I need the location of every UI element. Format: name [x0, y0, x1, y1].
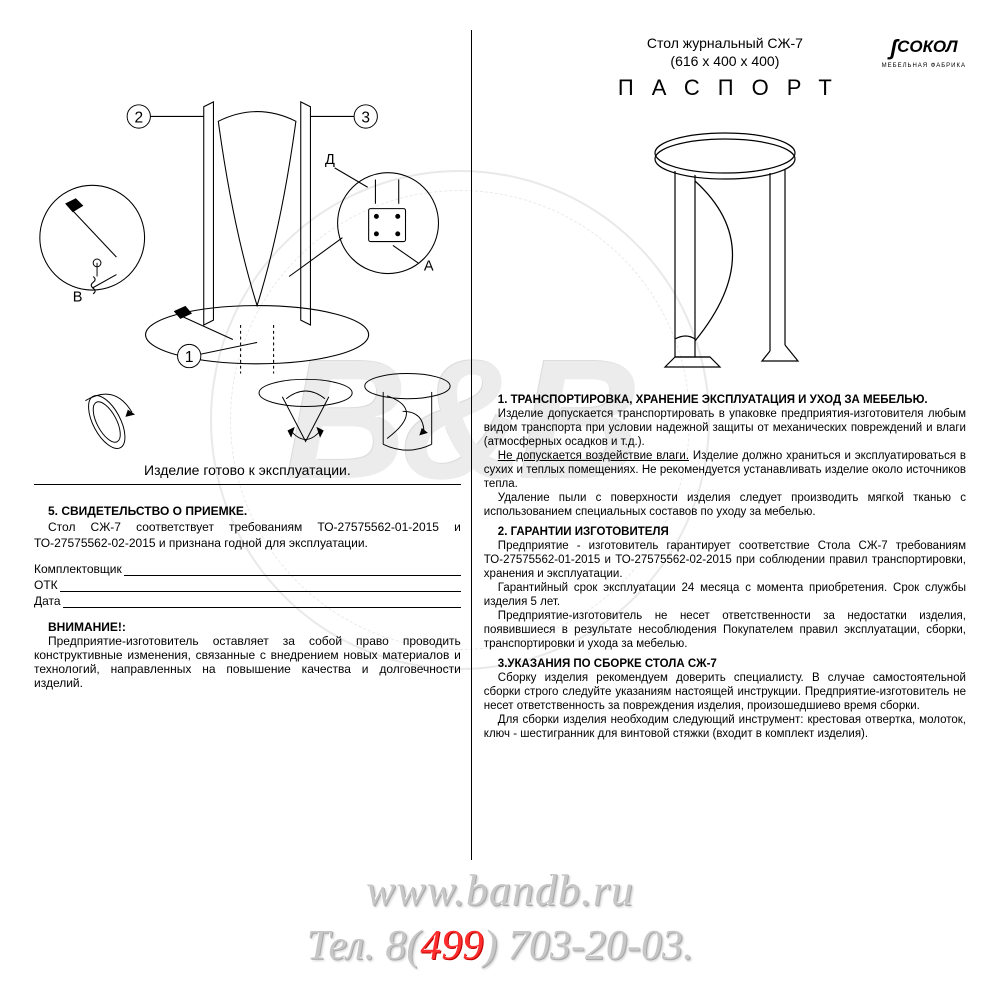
acceptance-heading: 5. СВИДЕТЕЛЬСТВО О ПРИЕМКЕ.: [48, 504, 247, 518]
s3-heading: 3.УКАЗАНИЯ ПО СБОРКЕ СТОЛА СЖ-7: [484, 657, 966, 671]
s2-heading: 2. ГАРАНТИИ ИЗГОТОВИТЕЛЯ: [484, 525, 966, 539]
s1-heading: 1. ТРАНСПОРТИРОВКА, ХРАНЕНИЕ ЭКСПЛУАТАЦИ…: [484, 393, 966, 407]
field-otk: ОТК: [34, 578, 58, 592]
label-d: Д: [325, 152, 335, 168]
title-block: ʃСОКОЛ МЕБЕЛЬНАЯ ФАБРИКА Стол журнальный…: [484, 34, 966, 103]
acceptance-block: 5. СВИДЕТЕЛЬСТВО О ПРИЕМКЕ. Стол СЖ-7 со…: [34, 503, 461, 552]
brand-logo: ʃСОКОЛ МЕБЕЛЬНАЯ ФАБРИКА: [882, 34, 966, 70]
label-b: В: [73, 290, 83, 306]
field-komplekt: Комплектовщик: [34, 562, 122, 576]
warning-text: Предприятие-изготовитель оставляет за со…: [34, 634, 461, 690]
s1-p1: Изделие допускается транспортировать в у…: [484, 407, 966, 449]
right-column: ʃСОКОЛ МЕБЕЛЬНАЯ ФАБРИКА Стол журнальный…: [472, 30, 970, 860]
callout-1: 1: [185, 349, 194, 366]
s2-p3: Предприятие-изготовитель не несет ответс…: [484, 609, 966, 651]
product-drawing: [620, 119, 830, 379]
warning-block: ВНИМАНИЕ!: Предприятие-изготовитель оста…: [34, 620, 461, 690]
footer-tel: Тел. 8(499) 703-20-03.: [0, 922, 1000, 970]
s3-p2: Для сборки изделия необходим следующий и…: [484, 713, 966, 741]
label-a: А: [424, 259, 434, 275]
ready-text: Изделие готово к эксплуатации.: [34, 462, 461, 478]
brand-name: СОКОЛ: [897, 37, 957, 56]
brand-sub: МЕБЕЛЬНАЯ ФАБРИКА: [882, 63, 966, 71]
field-date: Дата: [34, 594, 61, 608]
s1-p2: Не допускается воздействие влаги. Издели…: [484, 449, 966, 491]
passport-title: ПАСПОРТ: [502, 74, 966, 103]
callout-2: 2: [134, 109, 143, 126]
footer-url: www.bandb.ru: [0, 865, 1000, 916]
left-column: 2 3 1 А В Д: [30, 30, 472, 860]
footer-watermark: www.bandb.ru Тел. 8(499) 703-20-03.: [0, 865, 1000, 970]
s3-p1: Сборку изделия рекомендуем доверить спец…: [484, 671, 966, 713]
assembly-diagram: 2 3 1 А В Д: [34, 34, 461, 451]
acceptance-text: Стол СЖ-7 соответствует требованиям ТО-2…: [34, 519, 461, 551]
warning-heading: ВНИМАНИЕ!:: [34, 620, 461, 634]
acceptance-form: Комплектовщик ОТК Дата: [34, 562, 461, 608]
document-sheet: 2 3 1 А В Д: [30, 30, 970, 860]
s2-p2: Гарантийный срок эксплуатации 24 месяца …: [484, 581, 966, 609]
s1-p3: Удаление пыли с поверхности изделия след…: [484, 491, 966, 519]
s2-p1: Предприятие - изготовитель гарантирует с…: [484, 539, 966, 581]
callout-3: 3: [361, 109, 370, 126]
doc-text: 1. ТРАНСПОРТИРОВКА, ХРАНЕНИЕ ЭКСПЛУАТАЦИ…: [484, 393, 966, 741]
